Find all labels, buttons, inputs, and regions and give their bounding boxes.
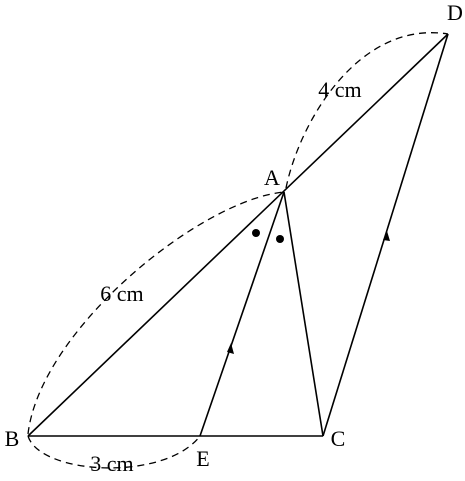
point-label: C xyxy=(331,426,346,451)
parallel-arrow xyxy=(227,343,234,354)
parallel-arrow xyxy=(383,231,390,241)
dashed-arc xyxy=(27,191,285,435)
line-bd xyxy=(27,33,449,437)
length-label: 6 cm xyxy=(100,281,143,306)
point-label: B xyxy=(5,426,20,451)
angle-dot xyxy=(252,229,260,237)
dashed-arc xyxy=(285,32,449,189)
angle-dot xyxy=(276,235,284,243)
point-label: E xyxy=(196,446,209,471)
point-label: D xyxy=(447,0,463,25)
line-ae xyxy=(199,191,285,437)
length-label: 4 cm xyxy=(318,77,361,102)
dashed-arc xyxy=(27,435,201,469)
point-label: A xyxy=(264,165,280,190)
length-label: 3 cm xyxy=(90,451,133,476)
line-ac xyxy=(283,191,324,437)
